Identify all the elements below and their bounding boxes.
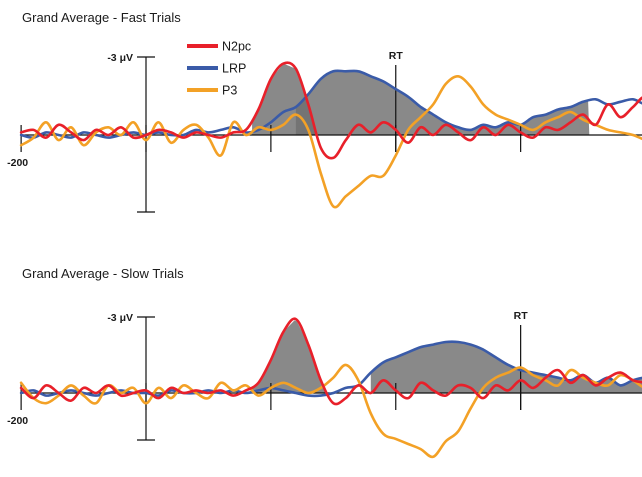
series-line-p3 [19, 363, 642, 459]
chart-title: Grand Average - Slow Trials [22, 266, 184, 281]
rt-label: RT [389, 50, 404, 62]
shaded-area-lrp [295, 71, 590, 135]
legend: N2pc LRP P3 [187, 40, 251, 98]
chart-title: Grand Average - Fast Trials [22, 10, 181, 25]
series-line-n2pc [19, 61, 642, 160]
legend-label-p3: P3 [222, 84, 237, 98]
y-tick-label: -3 μV [107, 52, 133, 64]
legend-label-lrp: LRP [222, 62, 246, 76]
legend-label-n2pc: N2pc [222, 40, 251, 54]
series-line-n2pc [19, 317, 642, 406]
panel-slow-trials: Grand Average - Slow Trials -3 μV -200 RT [7, 266, 642, 459]
rt-label: RT [514, 310, 529, 322]
shaded-area-n2pc [252, 320, 328, 393]
x-tick-label: -200 [7, 157, 28, 169]
y-tick-label: -3 μV [107, 312, 133, 324]
panel-fast-trials: Grand Average - Fast Trials -3 μV -200 RT [7, 10, 642, 213]
x-tick-label: -200 [7, 415, 28, 427]
series-line-p3 [19, 74, 642, 209]
